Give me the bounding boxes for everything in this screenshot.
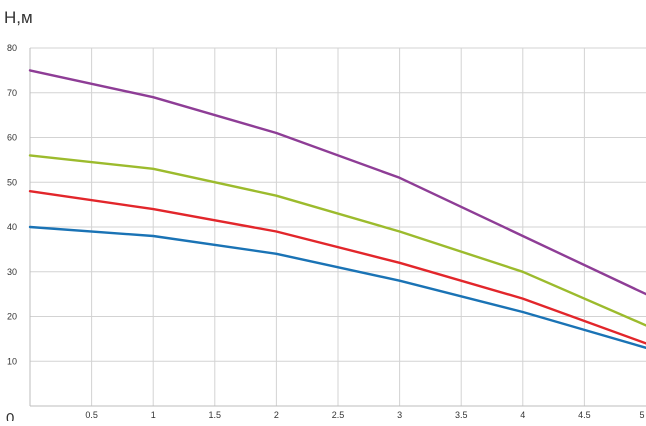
x-tick-label: 0.5	[85, 410, 98, 420]
x-tick-label: 3.5	[455, 410, 468, 420]
y-tick-label: 80	[7, 43, 17, 53]
x-tick-label: 5	[639, 410, 644, 420]
y-tick-label: 70	[7, 88, 17, 98]
series-line-3	[28, 189, 646, 345]
x-tick-label: 2	[274, 410, 279, 420]
series-line-1	[28, 69, 646, 296]
y-tick-label: 50	[7, 177, 17, 187]
y-axis-unit-label: Н,м	[4, 8, 33, 27]
x-tick-label: 2.5	[332, 410, 345, 420]
series-line-2	[28, 154, 646, 327]
y-tick-label: 0	[6, 410, 14, 421]
x-tick-label: 1	[151, 410, 156, 420]
y-tick-label: 60	[7, 133, 17, 143]
y-tick-label: 30	[7, 267, 17, 277]
grid-layer	[30, 47, 646, 406]
x-tick-label: 3	[397, 410, 402, 420]
series-layer	[28, 69, 646, 349]
y-tick-label: 10	[7, 356, 17, 366]
x-tick-label: 1.5	[209, 410, 222, 420]
tick-label-layer: 0 10 20 30 40 50 60 70 80 0.5 1 1.5 2 2.5 3 3.5 4 4.5 5	[6, 43, 645, 426]
y-tick-label: 40	[7, 222, 17, 232]
x-tick-label: 4	[520, 410, 525, 420]
series-line-4	[28, 225, 646, 349]
x-tick-label: 4.5	[578, 410, 591, 420]
y-tick-label: 20	[7, 312, 17, 322]
